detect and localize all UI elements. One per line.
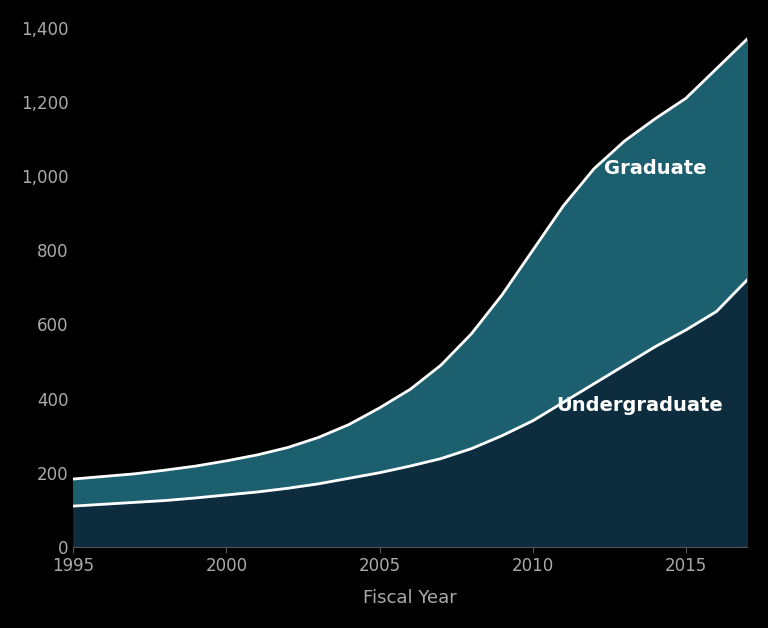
X-axis label: Fiscal Year: Fiscal Year xyxy=(363,589,457,607)
Text: Graduate: Graduate xyxy=(604,160,707,178)
Text: Undergraduate: Undergraduate xyxy=(557,396,723,416)
